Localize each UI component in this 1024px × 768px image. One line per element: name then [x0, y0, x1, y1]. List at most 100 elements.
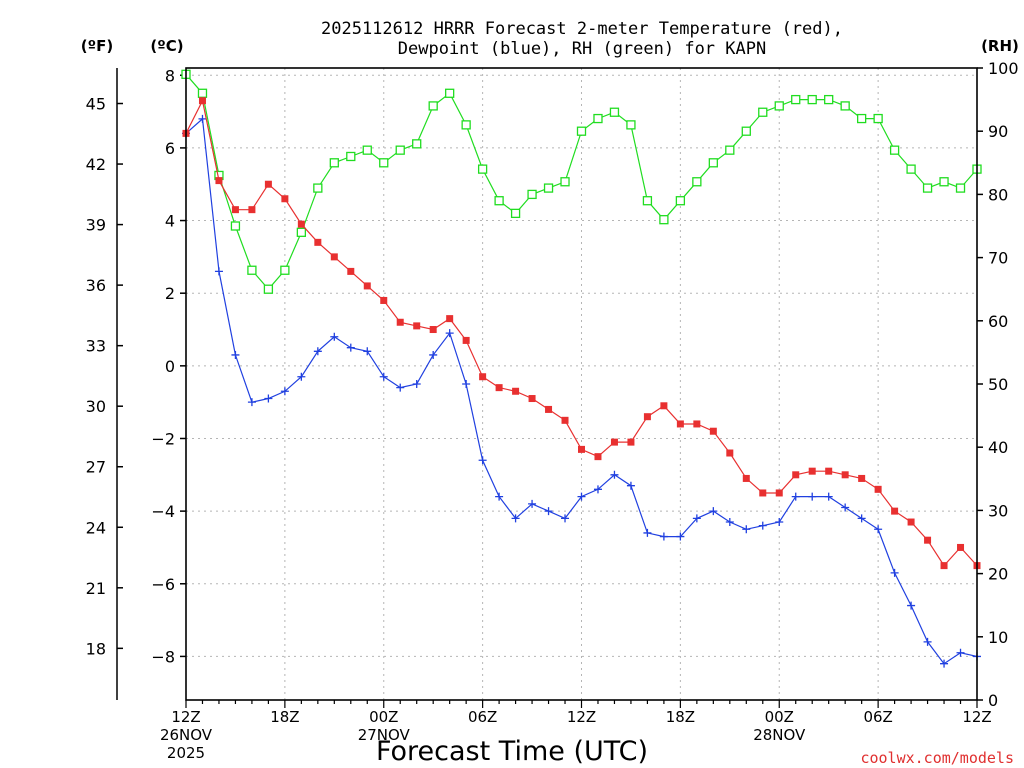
rh-tick-label: 90 — [988, 122, 1008, 141]
dewpoint-point — [874, 525, 883, 534]
rh-point — [560, 177, 570, 187]
dewpoint-point — [297, 372, 306, 381]
dewpoint-point — [725, 518, 734, 527]
celsius-tick-label: −8 — [151, 647, 175, 666]
rh-point — [955, 183, 966, 193]
dewpoint-point — [313, 347, 322, 356]
dewpoint-point — [396, 383, 405, 392]
rh-axis-label: (RH) — [981, 37, 1019, 55]
time-date-label: 27NOV — [358, 726, 411, 744]
rh-point — [906, 164, 916, 174]
temperature-point — [775, 489, 783, 497]
rh-point — [708, 158, 718, 168]
rh-point — [807, 94, 817, 105]
dewpoint-point — [659, 532, 668, 541]
temperature-point — [578, 445, 585, 453]
celsius-tick-label: 2 — [165, 284, 175, 303]
time-tick-label: 18Z — [666, 708, 695, 726]
rh-point — [428, 101, 438, 111]
temperature-point — [264, 180, 272, 188]
fahrenheit-tick-label: 27 — [86, 458, 106, 477]
temperature-point — [512, 387, 520, 395]
rh-point — [543, 183, 554, 193]
temperature-point — [643, 413, 651, 421]
temperature-point — [446, 315, 454, 323]
temperature-point — [693, 420, 701, 428]
time-tick-label: 00Z — [369, 708, 398, 726]
rh-point — [412, 139, 422, 149]
rh-point — [758, 107, 768, 117]
dewpoint-point — [429, 350, 438, 359]
temperature-point — [841, 471, 849, 479]
fahrenheit-axis-label: (ºF) — [81, 37, 113, 55]
celsius-tick-label: 4 — [165, 212, 175, 231]
dewpoint-point — [528, 499, 537, 508]
temperature-point — [479, 373, 487, 381]
temperature-point — [808, 467, 816, 475]
rh-point — [741, 126, 751, 136]
dewpoint-point — [330, 332, 339, 341]
rh-point — [362, 145, 372, 155]
fahrenheit-tick-label: 42 — [86, 155, 106, 174]
rh-point — [774, 101, 784, 111]
time-tick-label: 12Z — [171, 708, 200, 726]
rh-point — [593, 113, 603, 124]
rh-point — [873, 113, 883, 124]
rh-point — [626, 120, 636, 130]
celsius-tick-label: 8 — [165, 66, 175, 85]
rh-tick-label: 70 — [988, 249, 1008, 268]
temperature-point — [709, 427, 717, 435]
rh-point — [230, 221, 241, 231]
rh-point — [791, 94, 801, 105]
rh-point — [510, 208, 521, 219]
rh-point — [263, 284, 274, 294]
celsius-axis: 8 6 4 2 0 −2 −4 −6 −8 — [151, 66, 186, 666]
temperature-point — [759, 489, 767, 497]
rh-series — [181, 69, 982, 294]
fahrenheit-tick-label: 36 — [86, 276, 106, 295]
fahrenheit-tick-label: 24 — [86, 518, 106, 537]
dewpoint-point — [923, 637, 932, 646]
dewpoint-point — [577, 492, 586, 501]
dewpoint-series — [182, 114, 981, 668]
dewpoint-point — [956, 648, 965, 657]
dewpoint-point — [379, 372, 388, 381]
dewpoint-point — [709, 507, 718, 516]
temperature-point — [413, 322, 421, 330]
rh-point — [725, 145, 735, 155]
temperature-point — [594, 453, 602, 461]
dewpoint-point — [610, 470, 619, 479]
fahrenheit-tick-label: 30 — [86, 397, 106, 416]
rh-tick-label: 40 — [988, 438, 1008, 457]
dewpoint-point — [346, 343, 355, 352]
dewpoint-point — [495, 492, 504, 501]
rh-point — [889, 145, 900, 155]
temperature-point — [660, 402, 668, 410]
temperature-point — [726, 449, 734, 457]
temperature-point — [924, 536, 932, 544]
rh-point — [824, 94, 834, 105]
time-tick-label: 06Z — [863, 708, 892, 726]
celsius-tick-label: 0 — [165, 357, 175, 376]
fahrenheit-axis: 45 42 39 36 33 30 27 24 21 18 — [86, 68, 123, 700]
temperature-point — [429, 326, 437, 334]
dewpoint-point — [445, 329, 454, 338]
rh-point — [856, 113, 867, 124]
rh-point — [659, 215, 669, 225]
dewpoint-point — [214, 267, 223, 276]
rh-point — [247, 265, 257, 275]
temperature-point — [858, 474, 866, 482]
rh-tick-label: 10 — [988, 628, 1008, 647]
temperature-point — [215, 177, 223, 185]
rh-tick-label: 0 — [988, 691, 998, 710]
temperature-point — [380, 296, 388, 304]
dewpoint-point — [412, 380, 421, 388]
dewpoint-point — [808, 492, 817, 501]
temperature-point — [198, 97, 206, 105]
rh-point — [313, 183, 323, 193]
time-tick-label: 12Z — [567, 708, 596, 726]
rh-tick-label: 30 — [988, 501, 1008, 520]
dewpoint-point — [890, 568, 899, 577]
